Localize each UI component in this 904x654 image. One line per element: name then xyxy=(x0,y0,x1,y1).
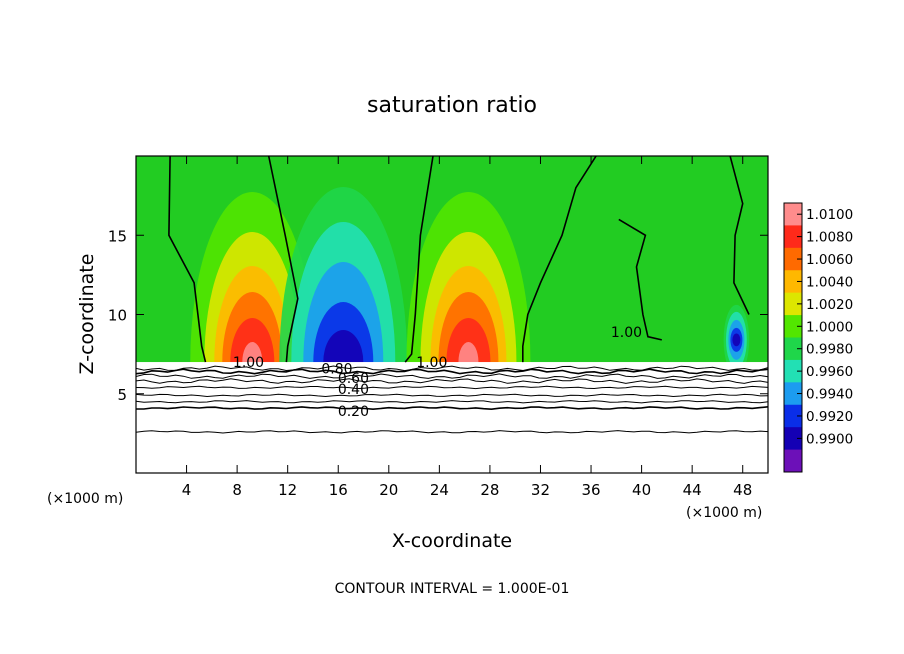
x-tick-label-8: 8 xyxy=(232,481,242,499)
x-tick-label-24: 24 xyxy=(430,481,449,499)
contour-label-3: 0.40 xyxy=(338,382,369,398)
colorbar-label-4: 1.0020 xyxy=(806,297,853,313)
colorbar-swatch-8 xyxy=(784,382,802,406)
x-tick-label-40: 40 xyxy=(632,481,651,499)
colorbar-swatch-0 xyxy=(784,203,802,226)
x-tick-label-4: 4 xyxy=(182,481,192,499)
x-tick-label-44: 44 xyxy=(683,481,702,499)
chart-title: saturation ratio xyxy=(367,93,537,118)
x-axis-label: X-coordinate xyxy=(392,530,512,552)
y-axis: 5 10 15 xyxy=(108,227,768,404)
contour-line-0.3 xyxy=(136,400,768,404)
colorbar-swatch-6 xyxy=(784,337,802,361)
x-tick-label-32: 32 xyxy=(531,481,550,499)
x-tick-label-12: 12 xyxy=(278,481,297,499)
colorbar-label-5: 1.0000 xyxy=(806,319,853,335)
colorbar-swatch-9 xyxy=(784,404,802,428)
contour-line-0.8 xyxy=(136,368,768,375)
contour-line-1.00-1 xyxy=(267,156,299,363)
contour-label-5: 1.00 xyxy=(416,355,447,371)
contour-line-0.9 xyxy=(136,365,768,372)
contour-line-1.00-0 xyxy=(168,156,207,363)
anomaly-subsaturated-3-band-4 xyxy=(732,333,741,347)
contour-line-1.00-3 xyxy=(522,156,597,363)
contour-label-4: 0.20 xyxy=(338,404,369,420)
x-tick-label-28: 28 xyxy=(480,481,499,499)
x-tick-label-20: 20 xyxy=(379,481,398,499)
contour-line-0.4 xyxy=(136,393,768,398)
colorbar-swatch-3 xyxy=(784,270,802,294)
contour-label-1: 0.80 xyxy=(321,361,352,377)
x-tick-label-16: 16 xyxy=(329,481,348,499)
colorbar-label-7: 0.9960 xyxy=(806,364,853,380)
x-tick-label-36: 36 xyxy=(581,481,600,499)
contour-label-0: 1.00 xyxy=(233,355,264,371)
x-axis-unit-left: (×1000 m) xyxy=(47,491,123,507)
colorbar-swatch-5 xyxy=(784,315,802,338)
colorbar-swatch-7 xyxy=(784,359,802,383)
colorbar-swatch-1 xyxy=(784,225,802,249)
colorbar-label-6: 0.9980 xyxy=(806,342,853,358)
colorbar-swatch-10 xyxy=(784,427,802,451)
x-axis-unit-right: (×1000 m) xyxy=(686,505,762,521)
y-tick-label-5: 5 xyxy=(117,386,127,404)
contour-lines xyxy=(136,156,768,434)
colorbar-label-8: 0.9940 xyxy=(806,387,853,403)
contour-label-2: 0.60 xyxy=(338,371,369,387)
x-axis: 4 8 12 16 20 24 28 32 36 40 44 48 xyxy=(182,156,752,499)
colorbar-label-1: 1.0080 xyxy=(806,230,853,246)
contour-line-0.5 xyxy=(136,385,768,390)
contour-label-6: 1.00 xyxy=(611,325,642,341)
contour-line-1.00-5 xyxy=(729,156,750,315)
colorbar-swatch-4 xyxy=(784,292,802,316)
colorbar-label-2: 1.0060 xyxy=(806,252,853,268)
contour-line-1.00-4 xyxy=(618,218,662,341)
y-tick-label-15: 15 xyxy=(108,227,127,245)
x-tick-label-48: 48 xyxy=(733,481,752,499)
contour-line-0.7 xyxy=(136,373,768,379)
contour-line-1.00-2 xyxy=(404,156,434,363)
y-axis-label: Z-coordinate xyxy=(76,254,98,375)
contour-interval-note: CONTOUR INTERVAL = 1.000E-01 xyxy=(335,581,570,597)
contour-labels: 1.00 0.800.600.40 0.20 1.00 1.00 xyxy=(233,325,642,420)
colorbar-swatch-11 xyxy=(784,449,802,473)
colorbar: 1.0100 1.0080 1.0060 1.0040 1.0020 1.0000 0.99… xyxy=(783,202,853,473)
contour-line-0.6 xyxy=(136,378,768,384)
colorbar-label-3: 1.0040 xyxy=(806,274,853,290)
contour-line-0.1 xyxy=(136,430,768,434)
colorbar-swatch-2 xyxy=(784,247,802,271)
colorbar-label-10: 0.9900 xyxy=(806,431,853,447)
y-tick-label-10: 10 xyxy=(108,307,127,325)
colorbar-label-9: 0.9920 xyxy=(806,409,853,425)
colorbar-frame xyxy=(783,202,803,473)
contour-line-0.2 xyxy=(136,406,768,411)
colorbar-label-0: 1.0100 xyxy=(806,207,853,223)
plot-area: 1.00 0.800.600.40 0.20 1.00 1.00 xyxy=(136,156,768,473)
